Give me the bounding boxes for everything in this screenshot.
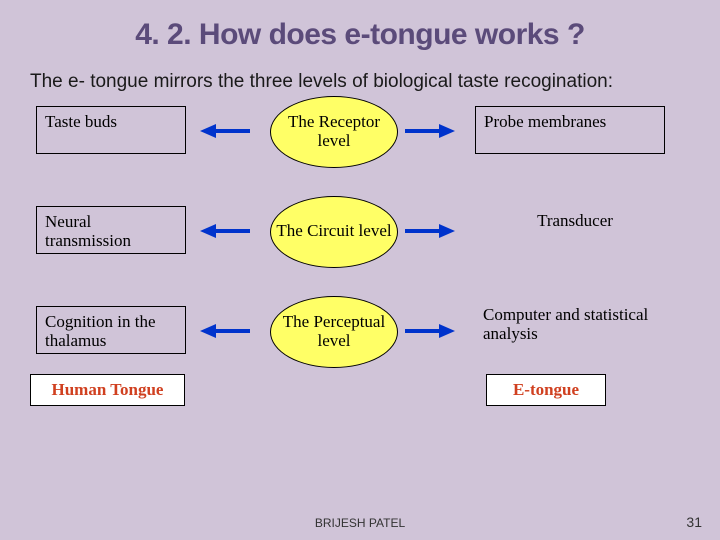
right-box-2: Transducer — [490, 206, 660, 236]
left-box-1: Taste buds — [36, 106, 186, 154]
arrow-left-2 — [200, 222, 250, 240]
left-column-label: Human Tongue — [30, 374, 185, 406]
center-text-1: The Receptor level — [275, 113, 393, 150]
center-ellipse-3: The Perceptual level — [270, 296, 398, 368]
arrow-left-3 — [200, 322, 250, 340]
left-box-2: Neural transmission — [36, 206, 186, 254]
right-box-1: Probe membranes — [475, 106, 665, 154]
slide-title: 4. 2. How does e-tongue works ? — [0, 0, 720, 52]
center-ellipse-1: The Receptor level — [270, 96, 398, 168]
footer-author: BRIJESH PATEL — [0, 516, 720, 530]
center-ellipse-2: The Circuit level — [270, 196, 398, 268]
left-box-3: Cognition in the thalamus — [36, 306, 186, 354]
arrow-right-1 — [405, 122, 455, 140]
arrow-right-3 — [405, 322, 455, 340]
footer-page-number: 31 — [686, 514, 702, 530]
arrow-right-2 — [405, 222, 455, 240]
center-text-2: The Circuit level — [276, 222, 391, 241]
arrow-left-1 — [200, 122, 250, 140]
right-box-3: Computer and statistical analysis — [475, 300, 675, 349]
right-column-label: E-tongue — [486, 374, 606, 406]
diagram-area: Taste buds The Receptor level Probe memb… — [0, 104, 720, 444]
center-text-3: The Perceptual level — [275, 313, 393, 350]
slide-subtitle: The e- tongue mirrors the three levels o… — [0, 52, 720, 104]
